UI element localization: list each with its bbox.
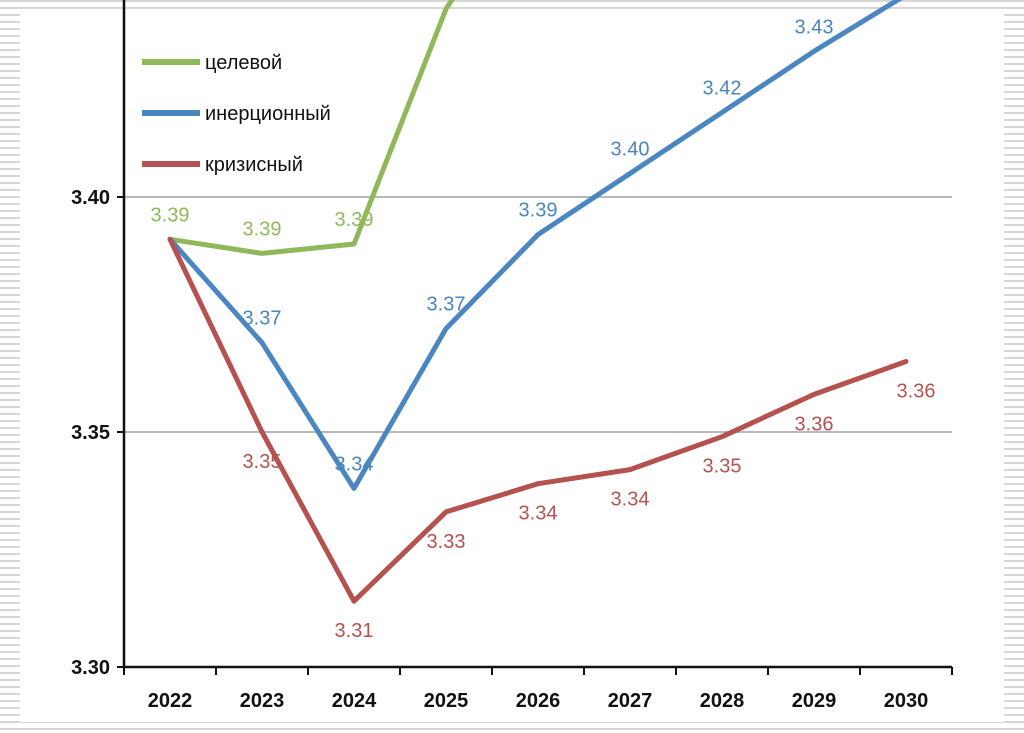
x-tick-label: 2029 [792, 690, 837, 712]
data-label: 3.39 [243, 218, 282, 240]
data-label: 3.42 [703, 77, 742, 99]
data-label: 3.37 [427, 294, 466, 316]
x-tick-label: 2026 [516, 690, 561, 712]
legend-label: целевой [205, 52, 282, 74]
data-label: 3.37 [243, 308, 282, 330]
data-label: 3.34 [335, 453, 374, 475]
data-label: 3.34 [611, 489, 650, 511]
x-tick-label: 2022 [148, 690, 193, 712]
series-line [167, 236, 909, 604]
legend-label: инерционный [205, 103, 331, 125]
x-tick-label: 2024 [332, 690, 377, 712]
y-tick-label: 3.30 [71, 657, 110, 679]
plot-background [20, 14, 1004, 722]
data-label: 3.35 [703, 456, 742, 478]
series-line [167, 0, 455, 256]
y-tick-labels: 3.303.353.403.453.503.55 [71, 187, 110, 679]
legend-label: кризисный [205, 154, 303, 176]
x-tick-label: 2027 [608, 690, 653, 712]
data-label: 3.43 [795, 16, 834, 38]
data-label: 3.40 [611, 139, 650, 161]
x-tick-label: 2030 [884, 690, 929, 712]
data-label: 3.36 [795, 413, 834, 435]
data-label: 3.33 [427, 531, 466, 553]
series-line [167, 0, 903, 491]
data-label: 3.39 [151, 204, 190, 226]
series-lines [167, 0, 909, 604]
data-label: 3.31 [335, 620, 374, 642]
y-tick-label: 3.40 [71, 187, 110, 209]
axes [117, 0, 953, 675]
data-label: 3.39 [519, 200, 558, 222]
x-tick-label: 2023 [240, 690, 285, 712]
data-labels: 3.393.393.393.443.473.503.523.553.573.37… [151, 16, 936, 642]
x-tick-label: 2028 [700, 690, 745, 712]
y-tick-label: 3.35 [71, 422, 110, 444]
data-label: 3.35 [243, 451, 282, 473]
data-label: 3.34 [519, 503, 558, 525]
data-label: 3.36 [897, 381, 936, 403]
x-tick-label: 2025 [424, 690, 469, 712]
legend: целевой инерционный кризисный [142, 52, 331, 176]
data-label: 3.39 [335, 209, 374, 231]
x-tick-labels: 2022 2023 2024 2025 2026 2027 2028 2029 2030 [148, 690, 929, 712]
